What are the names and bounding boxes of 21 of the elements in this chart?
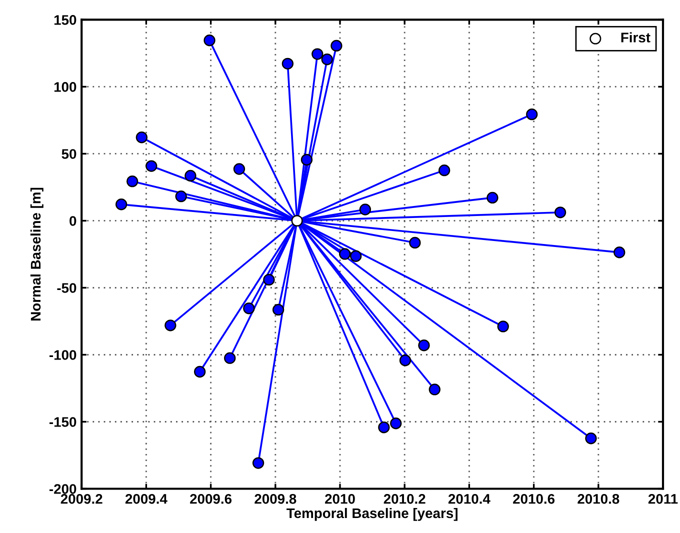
y-tick-label: -200 <box>49 484 76 494</box>
y-tick-label: 0 <box>70 216 76 226</box>
x-tick-label: 2010.8 <box>578 494 620 504</box>
y-tick-label: -150 <box>49 417 76 427</box>
y-tick-label: -100 <box>49 350 76 360</box>
y-tick-label: 100 <box>54 82 76 92</box>
y-tick-label: 50 <box>62 149 76 159</box>
y-tick-label: 150 <box>54 15 76 25</box>
x-tick-label: 2010.6 <box>513 494 555 504</box>
x-tick-label: 2009.8 <box>254 494 296 504</box>
legend-label: First <box>621 32 650 42</box>
x-tick-label: 2009.6 <box>190 494 232 504</box>
x-tick-label: 2009.4 <box>125 494 168 504</box>
x-tick-label: 2010.4 <box>448 494 490 504</box>
x-tick-label: 2010 <box>325 494 355 504</box>
x-tick-label: 2011 <box>648 494 678 504</box>
y-tick-label: -50 <box>57 283 76 293</box>
y-axis-title: Normal Baseline [m] <box>30 188 44 320</box>
x-axis-title: Temporal Baseline [years] <box>286 508 458 521</box>
x-tick-label: 2010.2 <box>384 494 426 504</box>
x-tick-label: 2009.2 <box>60 494 102 504</box>
